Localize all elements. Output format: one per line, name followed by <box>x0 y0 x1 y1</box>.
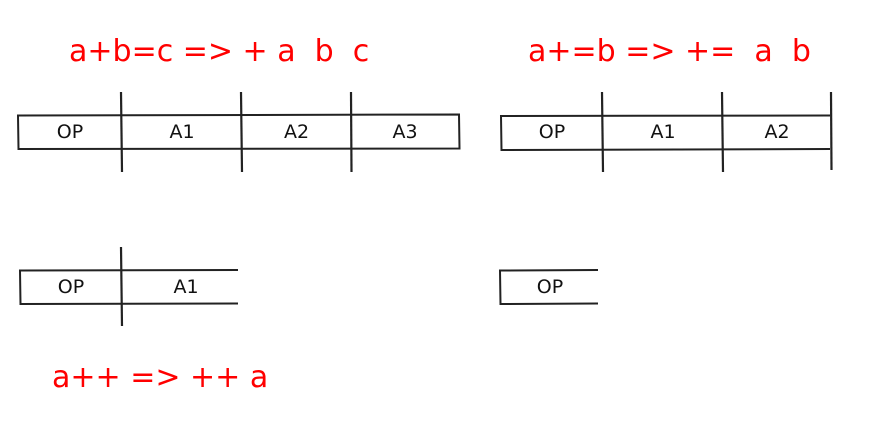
expression-one-operand: a++ => ++ a <box>52 360 269 395</box>
format-three-operand-divider-2 <box>239 91 244 173</box>
format-two-operand-cell-a1: A1 <box>650 121 676 143</box>
format-three-operand-divider-3 <box>349 91 353 173</box>
format-two-operand-box <box>499 114 831 152</box>
format-two-operand-cell-a2: A2 <box>764 121 790 143</box>
format-one-operand-cell-a1: A1 <box>173 276 199 298</box>
format-one-operand <box>18 246 239 327</box>
format-one-operand-divider-1 <box>119 246 124 327</box>
format-three-operand-cell-a2: A2 <box>283 121 310 143</box>
expression-two-operand: a+=b => += a b <box>528 34 811 69</box>
format-two-operand <box>499 91 833 173</box>
format-two-operand-divider-1 <box>600 91 605 173</box>
format-three-operand-cell-a1: A1 <box>169 121 195 143</box>
format-zero-operand-box <box>498 269 599 306</box>
format-three-operand-cell-a3: A3 <box>392 121 418 143</box>
format-three-operand-cell-op: OP <box>56 121 84 143</box>
format-one-operand-box <box>18 269 239 306</box>
format-zero-operand-cell-op: OP <box>536 276 564 298</box>
format-three-operand <box>16 91 461 173</box>
expression-three-operand: a+b=c => + a b c <box>69 34 370 69</box>
format-one-operand-cell-op: OP <box>57 276 85 298</box>
format-three-operand-divider-1 <box>119 91 124 173</box>
format-three-operand-box <box>16 113 461 151</box>
format-two-operand-divider-3 <box>829 91 833 171</box>
format-two-operand-divider-2 <box>720 91 725 173</box>
format-two-operand-cell-op: OP <box>538 121 566 143</box>
format-zero-operand <box>498 269 599 306</box>
